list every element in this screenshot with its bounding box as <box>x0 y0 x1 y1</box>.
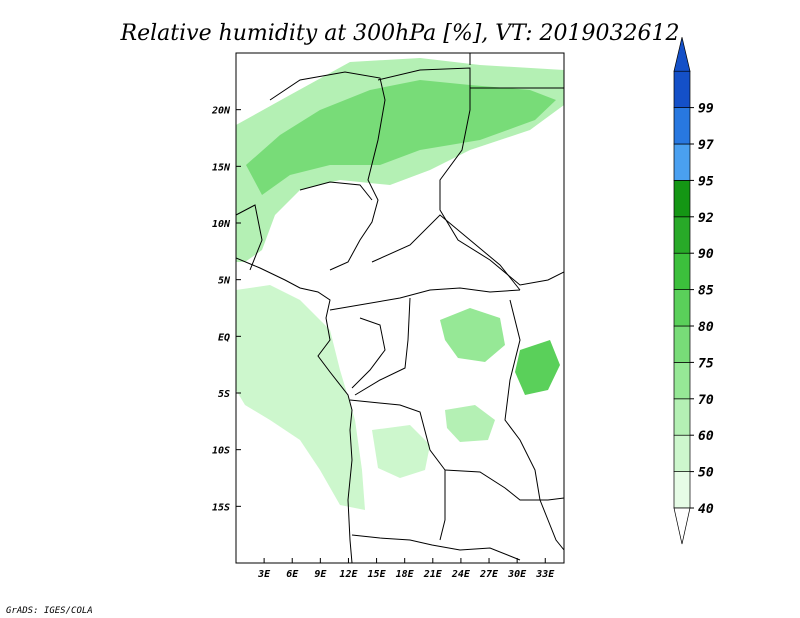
lon-tick-label: 18E <box>396 569 415 580</box>
colorbar-swatch <box>673 70 691 108</box>
colorbar-swatch <box>673 325 691 363</box>
lat-tick-label: 5S <box>218 389 230 400</box>
longitude-axis: 3E 6E 9E 12E 15E 18E 21E 24E 27E 30E 33E <box>257 558 555 580</box>
sahel-core <box>246 80 556 195</box>
colorbar-label: 70 <box>698 393 714 408</box>
lon-tick-label: 12E <box>339 569 358 580</box>
colorbar-label: 40 <box>698 502 714 517</box>
lon-tick-label: 3E <box>257 569 271 580</box>
colorbar-swatch <box>673 289 691 327</box>
lon-tick-label: 27E <box>479 569 499 580</box>
figure-title: Relative humidity at 300hPa [%], VT: 201… <box>120 21 680 46</box>
colorbar-swatch <box>673 216 691 254</box>
lon-tick-label: 9E <box>314 569 327 580</box>
colorbar-label: 50 <box>698 466 714 481</box>
map-frame <box>235 52 565 564</box>
lat-tick-label: 5N <box>218 276 231 287</box>
colorbar-label: 97 <box>698 138 714 153</box>
lat-tick-label: 15N <box>212 162 231 173</box>
colorbar-swatch <box>673 362 691 400</box>
lon-tick-label: 30E <box>507 569 527 580</box>
colorbar-swatch <box>673 398 691 436</box>
credit-label: GrADS: IGES/COLA <box>6 606 93 616</box>
colorbar-label: 92 <box>698 211 714 226</box>
colorbar-swatch <box>673 252 691 290</box>
colorbar-label: 99 <box>698 102 714 117</box>
colorbar-label: 95 <box>698 174 714 189</box>
map-area <box>236 53 564 563</box>
gulf-of-guinea <box>236 285 365 510</box>
country-borders <box>236 53 564 563</box>
colorbar-swatch <box>673 107 691 145</box>
zambia <box>445 405 495 442</box>
lat-tick-label: EQ <box>218 332 230 343</box>
colorbar-label: 75 <box>698 356 714 371</box>
colorbar-swatch <box>673 434 691 472</box>
lat-tick-label: 10N <box>212 219 231 230</box>
latitude-axis: 20N 15N 10N 5N EQ 5S 10S 15S <box>211 106 241 513</box>
lon-tick-label: 24E <box>451 569 471 580</box>
colorbar-top-arrow <box>673 37 691 72</box>
colorbar-swatch <box>673 471 691 509</box>
colorbar-swatch <box>673 180 691 218</box>
lon-tick-label: 15E <box>368 569 387 580</box>
colorbar-label: 90 <box>698 247 714 262</box>
lon-tick-label: 33E <box>535 569 555 580</box>
colorbar-label: 85 <box>698 284 714 299</box>
colorbar: 40 50 60 70 75 80 85 90 92 95 97 99 <box>673 37 714 545</box>
colorbar-bottom-arrow <box>673 507 691 545</box>
congo-patch <box>440 308 505 362</box>
lat-tick-label: 10S <box>212 446 230 457</box>
lake-victoria <box>515 340 560 395</box>
humidity-fields <box>236 58 564 510</box>
colorbar-label: 60 <box>698 429 714 444</box>
angola <box>372 425 430 478</box>
colorbar-label: 80 <box>698 320 714 335</box>
lon-tick-label: 21E <box>423 569 443 580</box>
colorbar-swatch <box>673 143 691 181</box>
lon-tick-label: 6E <box>286 569 299 580</box>
lat-tick-label: 15S <box>212 502 230 513</box>
lat-tick-label: 20N <box>211 106 231 117</box>
